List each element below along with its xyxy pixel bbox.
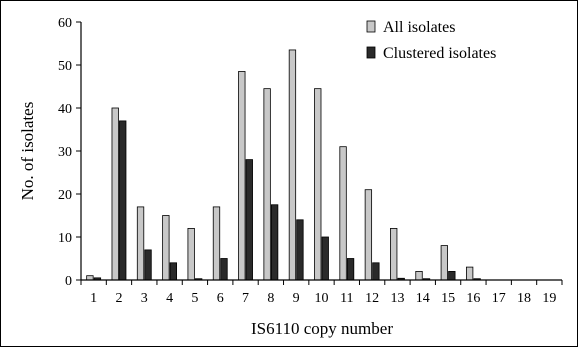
y-tick-label: 60 bbox=[58, 16, 72, 31]
bars-group bbox=[86, 49, 481, 281]
y-tick-label: 40 bbox=[58, 102, 72, 117]
x-tick-label: 18 bbox=[517, 291, 531, 306]
bar-clustered-isolates bbox=[296, 219, 304, 281]
x-tick-label: 14 bbox=[416, 291, 430, 306]
bar-clustered-isolates bbox=[448, 270, 456, 281]
x-tick-label: 5 bbox=[191, 291, 198, 306]
y-tick-label: 50 bbox=[58, 59, 72, 74]
bar-all-isolates bbox=[162, 215, 170, 281]
y-tick-label: 0 bbox=[65, 274, 72, 289]
bar-all-isolates bbox=[187, 227, 195, 281]
x-tick-label: 16 bbox=[466, 291, 480, 306]
bar-all-isolates bbox=[465, 266, 474, 281]
legend: All isolates Clustered isolates bbox=[366, 19, 496, 62]
bar-clustered-isolates bbox=[144, 249, 152, 281]
bar-all-isolates bbox=[415, 270, 423, 281]
y-tick-label: 10 bbox=[58, 231, 72, 246]
bar-clustered-isolates bbox=[119, 120, 127, 281]
bar-all-isolates bbox=[136, 206, 145, 281]
x-tick-label: 1 bbox=[90, 291, 97, 306]
x-tick-label: 7 bbox=[242, 291, 249, 306]
legend-label-all-isolates: All isolates bbox=[383, 19, 455, 36]
x-tick-label: 12 bbox=[365, 291, 379, 306]
bar-all-isolates bbox=[238, 71, 246, 281]
x-tick-label: 3 bbox=[141, 291, 148, 306]
x-tick-label: 6 bbox=[217, 291, 224, 306]
x-tick-label: 4 bbox=[166, 291, 173, 306]
x-axis-title: IS6110 copy number bbox=[251, 319, 393, 338]
x-tick-label: 13 bbox=[390, 291, 404, 306]
bar-all-isolates bbox=[111, 107, 119, 281]
y-tick-label: 20 bbox=[58, 188, 72, 203]
bar-clustered-isolates bbox=[220, 258, 228, 281]
x-tick-label: 8 bbox=[267, 291, 274, 306]
bar-all-isolates bbox=[314, 88, 322, 281]
x-tick-label: 10 bbox=[315, 291, 329, 306]
bar-clustered-isolates bbox=[169, 262, 178, 281]
bar-clustered-isolates bbox=[372, 262, 380, 281]
y-tick-label: 30 bbox=[58, 145, 72, 160]
x-tick-label: 11 bbox=[340, 291, 353, 306]
bar-all-isolates bbox=[212, 206, 221, 281]
bar-all-isolates bbox=[86, 275, 94, 281]
bar-all-isolates bbox=[263, 88, 271, 281]
x-tick-label: 15 bbox=[441, 291, 455, 306]
x-tick-label: 17 bbox=[492, 291, 506, 306]
x-tick-label: 2 bbox=[115, 291, 122, 306]
y-axis-title: No. of isolates bbox=[18, 102, 37, 201]
bar-clustered-isolates bbox=[346, 258, 355, 281]
x-tick-label: 19 bbox=[542, 291, 556, 306]
legend-swatch-all-isolates bbox=[366, 20, 376, 33]
bar-all-isolates bbox=[339, 146, 347, 281]
bar-clustered-isolates bbox=[270, 204, 279, 281]
legend-swatch-clustered-isolates bbox=[366, 46, 376, 59]
bar-clustered-isolates bbox=[321, 236, 329, 281]
bar-all-isolates bbox=[440, 245, 448, 281]
bar-clustered-isolates bbox=[245, 159, 253, 281]
bar-all-isolates bbox=[364, 189, 373, 281]
x-tick-label: 9 bbox=[293, 291, 300, 306]
legend-label-clustered-isolates: Clustered isolates bbox=[383, 45, 496, 62]
bar-all-isolates bbox=[288, 49, 297, 281]
bar-all-isolates bbox=[390, 227, 398, 281]
